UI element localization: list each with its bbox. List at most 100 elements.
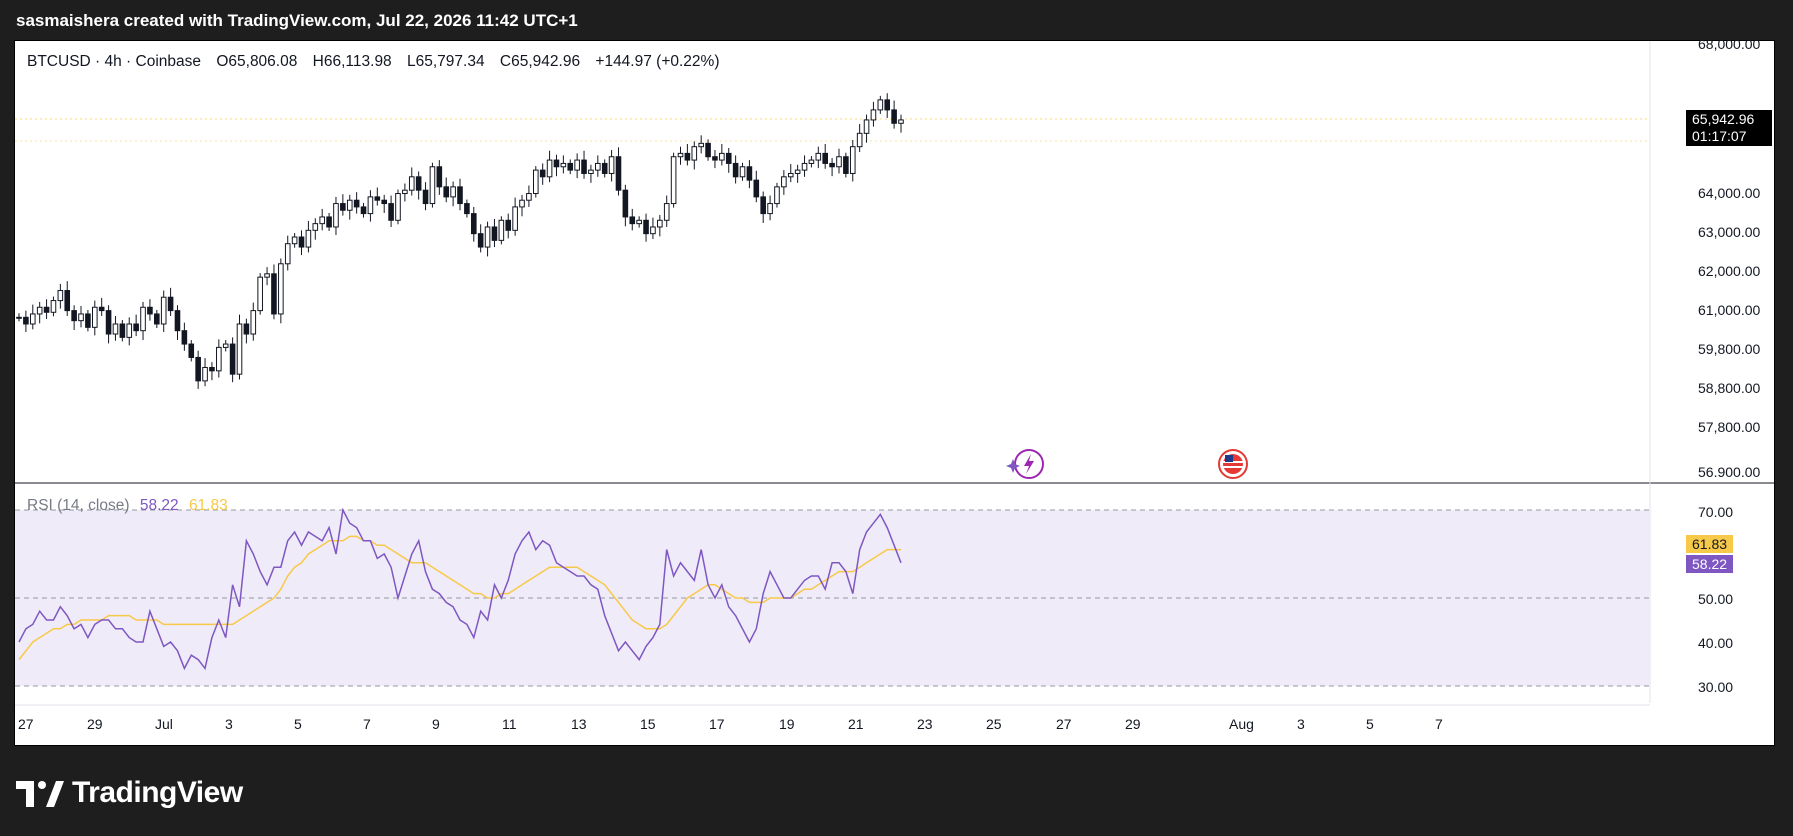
candle-body — [436, 166, 443, 188]
candle-body — [395, 193, 401, 221]
candle-body — [85, 313, 91, 328]
price-axis-label: 63,000.00 — [1698, 224, 1761, 240]
time-axis-label: 27 — [1056, 716, 1072, 732]
tradingview-logo: TradingView — [16, 776, 243, 810]
candle-body — [381, 199, 388, 205]
candle-body — [278, 263, 284, 315]
rsi-name[interactable]: RSI (14, close) — [27, 497, 130, 514]
rsi-legend: RSI (14, close) 58.22 61.83 — [27, 497, 228, 515]
candle-body — [229, 343, 236, 375]
candle-body — [849, 146, 856, 174]
candle-body — [705, 142, 711, 158]
time-axis-label: Jul — [155, 716, 173, 732]
candle-body — [898, 119, 904, 124]
candle-body — [650, 226, 656, 235]
event-marker-crypto[interactable] — [1006, 449, 1044, 479]
candle-body — [801, 162, 808, 171]
candle-body — [712, 156, 718, 161]
candle-body — [422, 189, 429, 205]
price-tag: 65,942.96 01:17:07 — [1686, 110, 1772, 146]
rsi-ma-tag: 61.83 — [1686, 535, 1734, 553]
open-label: O — [216, 53, 229, 70]
candle-body — [319, 216, 325, 225]
candle-body — [250, 310, 257, 335]
candle-body — [622, 189, 629, 218]
rsi-axis-label: 40.00 — [1698, 635, 1734, 651]
candle-body — [167, 296, 174, 312]
candle-body — [567, 162, 574, 171]
high-label: H — [312, 53, 324, 70]
candle-body — [43, 306, 50, 313]
candle-body — [326, 216, 332, 228]
candle-body — [870, 109, 877, 121]
candle-body — [119, 323, 126, 338]
candle-body — [877, 99, 884, 111]
price-axis-label: 58,800.00 — [1698, 380, 1761, 396]
candle-body — [732, 162, 739, 178]
event-marker-us[interactable] — [1218, 449, 1248, 479]
time-axis-label: 13 — [571, 716, 587, 732]
candle-body — [767, 203, 773, 215]
candle-body — [415, 176, 422, 191]
price-tag-countdown: 01:17:07 — [1692, 128, 1747, 144]
high-value: 66,113.98 — [323, 53, 392, 70]
candle-body — [822, 152, 829, 164]
time-axis-label: 3 — [1297, 716, 1305, 732]
time-axis-label: 17 — [709, 716, 725, 732]
candle-body — [505, 219, 512, 231]
candle-body — [663, 203, 670, 221]
time-axis-label: 3 — [225, 716, 233, 732]
time-axis-label: 9 — [432, 716, 440, 732]
candle-body — [657, 219, 663, 228]
candle-body — [429, 166, 436, 205]
candle-body — [684, 152, 691, 161]
candle-body — [360, 206, 367, 215]
candle-body — [181, 330, 188, 345]
time-axis-label: 5 — [294, 716, 302, 732]
low-label: L — [407, 53, 416, 70]
price-axis-label: 68,000.00 — [1698, 36, 1761, 52]
candle-body — [29, 313, 36, 325]
rsi-axis-label: 50.00 — [1698, 591, 1734, 607]
candle-body — [16, 316, 22, 319]
candle-body — [23, 316, 29, 325]
candle-body — [774, 186, 780, 205]
candles — [16, 93, 904, 389]
candle-body — [601, 162, 608, 174]
symbol-label[interactable]: BTCUSD · 4h · Coinbase — [27, 53, 202, 70]
candle-body — [443, 186, 450, 198]
candle-body — [739, 166, 746, 178]
candle-body — [147, 306, 153, 315]
candle-body — [477, 233, 484, 248]
candle-body — [340, 203, 346, 211]
attribution-bar: sasmaishera created with TradingView.com… — [0, 0, 1793, 40]
time-axis-label: 11 — [502, 716, 517, 732]
candle-body — [615, 156, 622, 191]
chart-canvas[interactable] — [15, 41, 1774, 745]
candle-body — [863, 119, 870, 134]
candle-body — [402, 189, 408, 195]
price-axis-label: 64,000.00 — [1698, 185, 1761, 201]
rsi-ma-value: 61.83 — [188, 497, 228, 514]
candle-body — [560, 162, 567, 168]
candle-body — [491, 226, 498, 241]
candle-body — [140, 306, 146, 332]
rsi-value: 58.22 — [139, 497, 179, 514]
candle-body — [546, 159, 553, 178]
candle-body — [160, 296, 167, 325]
candle-body — [188, 343, 195, 358]
candle-body — [753, 179, 760, 198]
time-axis-label: 7 — [1435, 716, 1443, 732]
candle-body — [760, 196, 766, 215]
brand-name: TradingView — [72, 776, 243, 809]
candle-body — [133, 323, 139, 332]
candle-body — [243, 323, 250, 335]
candle-body — [539, 169, 546, 178]
candle-body — [553, 159, 560, 168]
candle-body — [677, 152, 684, 158]
candle-body — [98, 306, 105, 312]
tradingview-logo-icon — [16, 781, 64, 808]
candle-body — [829, 162, 835, 168]
candle-body — [891, 109, 897, 124]
candle-body — [629, 216, 636, 225]
